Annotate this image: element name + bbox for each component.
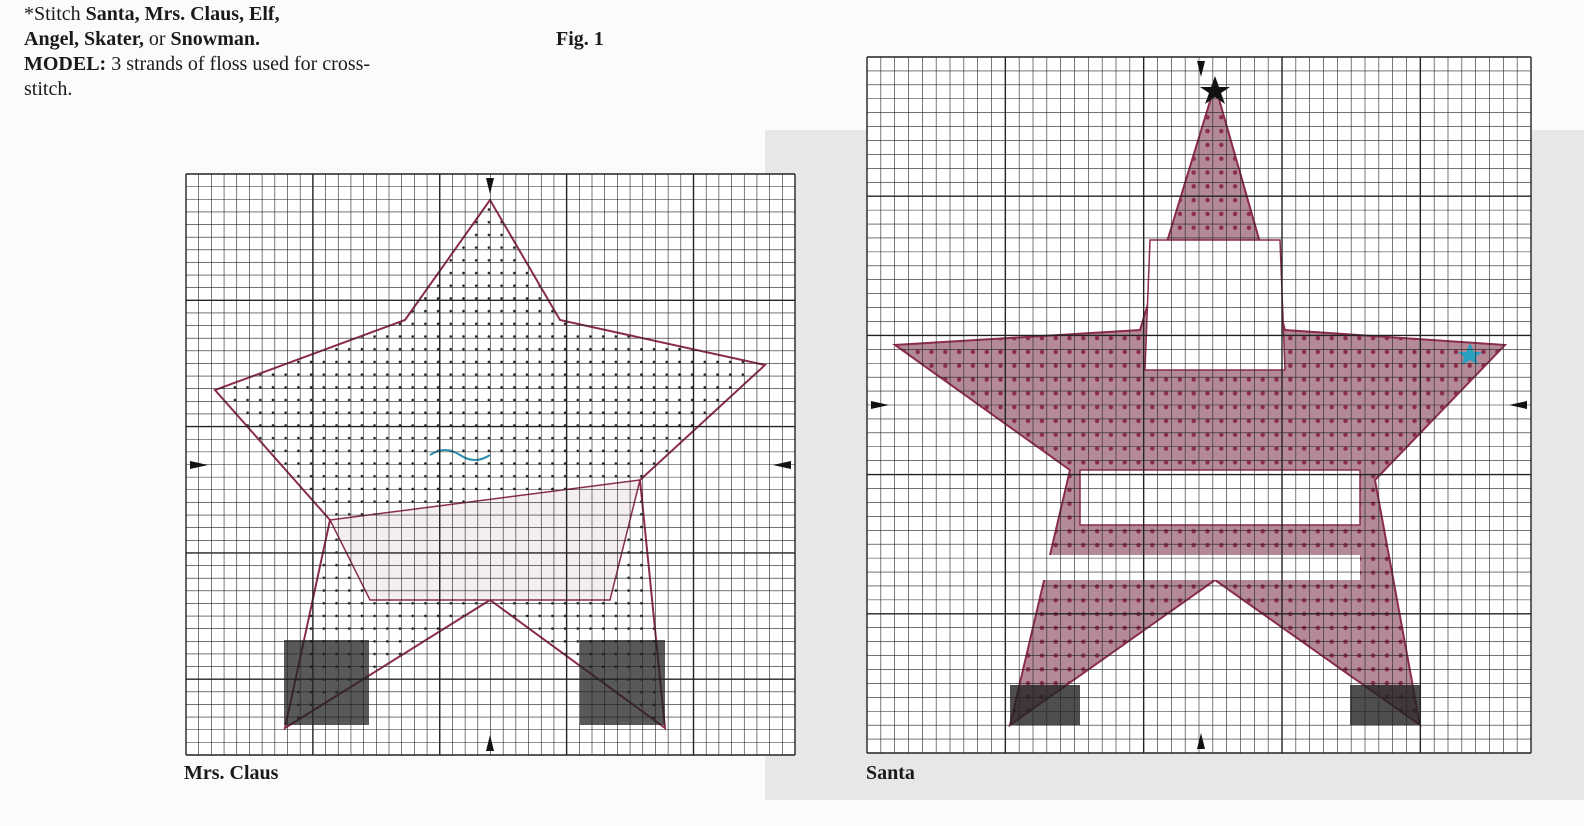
note-prefix: *Stitch (24, 3, 86, 25)
chart-caption-santa: Santa (866, 762, 915, 784)
mrs-claus-right-boot (580, 640, 665, 725)
chart-caption-mrs-claus: Mrs. Claus (184, 762, 279, 784)
santa-center-arrow-top (1197, 61, 1205, 77)
santa-center-arrow-left (871, 401, 889, 409)
mrs-claus-left-boot (284, 640, 369, 725)
santa-star-icon (1200, 76, 1230, 104)
mrs-claus-center-arrow-right (773, 461, 791, 469)
note-or: or (143, 28, 171, 50)
santa-center-arrow-bottom (1197, 733, 1205, 749)
mrs-claus-center-arrow-top (486, 178, 494, 194)
santa-right-boot (1350, 685, 1420, 725)
santa-left-boot (1010, 685, 1080, 725)
santa-hem-trim (1040, 555, 1360, 580)
santa-center-arrow-right (1509, 401, 1527, 409)
model-text: 3 strands of floss used for cross-stitch… (24, 53, 371, 100)
note-names-1: Santa, Mrs. Claus, Elf, (85, 3, 280, 25)
instructions-note: *Stitch Santa, Mrs. Claus, Elf, Angel, S… (24, 2, 384, 102)
figure-label: Fig. 1 (556, 28, 604, 50)
mrs-claus-center-arrow-bottom (486, 735, 494, 751)
model-label: MODEL: (24, 53, 107, 75)
mrs-claus-center-arrow-left (190, 461, 208, 469)
santa-face (1144, 239, 1286, 371)
note-names-2: Angel, Skater, (24, 28, 144, 50)
note-names-3: Snowman. (170, 28, 260, 50)
santa-belt-trim (1079, 469, 1361, 526)
mrs-claus-glasses (429, 449, 491, 461)
santa-blue-star-icon (1458, 343, 1482, 365)
